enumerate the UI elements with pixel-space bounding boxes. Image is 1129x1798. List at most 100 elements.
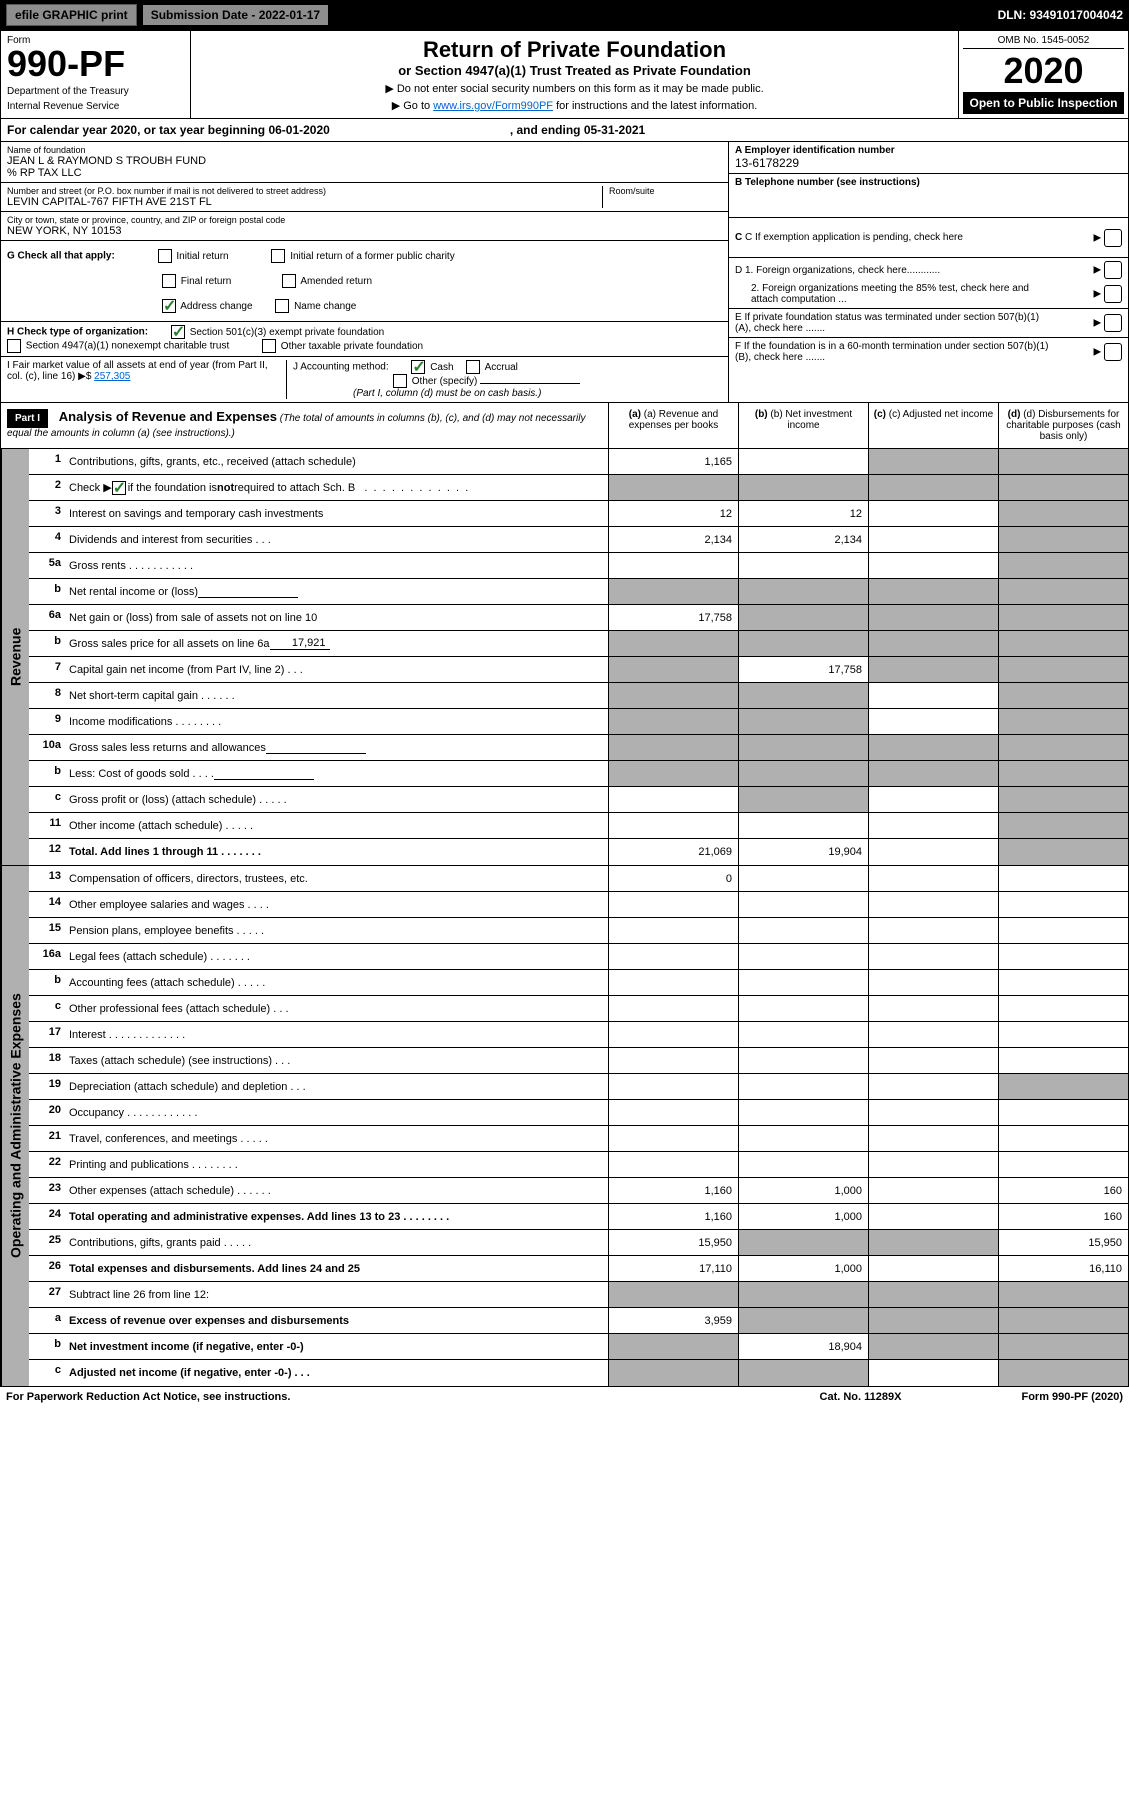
cell-d xyxy=(998,892,1128,917)
sch-b-checkbox[interactable] xyxy=(112,481,126,495)
501c3-checkbox[interactable] xyxy=(171,325,185,339)
foreign-org-checkbox[interactable] xyxy=(1104,261,1122,279)
amended-return-checkbox[interactable] xyxy=(282,274,296,288)
row-label: Income modifications . . . . . . . . xyxy=(65,709,608,734)
4947-checkbox[interactable] xyxy=(7,339,21,353)
cell-a xyxy=(608,683,738,708)
cell-a xyxy=(608,631,738,656)
other-taxable-checkbox[interactable] xyxy=(262,339,276,353)
col-a-header: (a) (a) Revenue and expenses per books xyxy=(608,403,738,448)
cell-b xyxy=(738,813,868,838)
irs-link[interactable]: www.irs.gov/Form990PF xyxy=(433,100,553,112)
cell-b xyxy=(738,1282,868,1307)
row-label: Net rental income or (loss) xyxy=(65,579,608,604)
form-ref: Form 990-PF (2020) xyxy=(1021,1391,1123,1403)
accrual-checkbox[interactable] xyxy=(466,360,480,374)
row-label: Total expenses and disbursements. Add li… xyxy=(65,1256,608,1281)
cell-a: 1,160 xyxy=(608,1178,738,1203)
row-label: Accounting fees (attach schedule) . . . … xyxy=(65,970,608,995)
cell-d: 15,950 xyxy=(998,1230,1128,1255)
cell-b: 17,758 xyxy=(738,657,868,682)
cell-d xyxy=(998,944,1128,969)
expenses-section: Operating and Administrative Expenses 13… xyxy=(0,866,1129,1387)
cash-checkbox[interactable] xyxy=(411,360,425,374)
row-label: Other income (attach schedule) . . . . . xyxy=(65,813,608,838)
cell-c xyxy=(868,1126,998,1151)
cell-b xyxy=(738,944,868,969)
address-change-checkbox[interactable] xyxy=(162,299,176,313)
row-label: Depreciation (attach schedule) and deple… xyxy=(65,1074,608,1099)
cell-a: 17,758 xyxy=(608,605,738,630)
row-label: Less: Cost of goods sold . . . . xyxy=(65,761,608,786)
status-terminated-checkbox[interactable] xyxy=(1104,314,1122,332)
name-change-checkbox[interactable] xyxy=(275,299,289,313)
h-row: H Check type of organization: Section 50… xyxy=(1,322,728,357)
cell-c xyxy=(868,1282,998,1307)
cell-b xyxy=(738,1126,868,1151)
cell-c xyxy=(868,996,998,1021)
table-row: bAccounting fees (attach schedule) . . .… xyxy=(29,970,1128,996)
row-number: c xyxy=(29,996,65,1021)
row-number: 25 xyxy=(29,1230,65,1255)
cell-c xyxy=(868,892,998,917)
cell-c xyxy=(868,631,998,656)
i-j-row: I Fair market value of all assets at end… xyxy=(1,357,728,402)
cell-c xyxy=(868,501,998,526)
row-label: Gross sales less returns and allowances xyxy=(65,735,608,760)
other-method-checkbox[interactable] xyxy=(393,374,407,388)
cell-c xyxy=(868,1204,998,1229)
cell-d xyxy=(998,1334,1128,1359)
part1-badge: Part I xyxy=(7,409,48,428)
cell-d xyxy=(998,996,1128,1021)
cell-d xyxy=(998,866,1128,891)
row-number: 12 xyxy=(29,839,65,865)
row-label: Gross sales price for all assets on line… xyxy=(65,631,608,656)
ssn-warning: ▶ Do not enter social security numbers o… xyxy=(197,82,952,95)
cell-d xyxy=(998,527,1128,552)
cell-a xyxy=(608,1100,738,1125)
exemption-pending-checkbox[interactable] xyxy=(1104,229,1122,247)
row-label: Net short-term capital gain . . . . . . xyxy=(65,683,608,708)
calendar-year-row: For calendar year 2020, or tax year begi… xyxy=(0,119,1129,142)
info-grid: Name of foundation JEAN L & RAYMOND S TR… xyxy=(0,142,1129,403)
row-label: Dividends and interest from securities .… xyxy=(65,527,608,552)
row-number: 1 xyxy=(29,449,65,474)
cell-b xyxy=(738,1230,868,1255)
initial-former-checkbox[interactable] xyxy=(271,249,285,263)
cell-c xyxy=(868,1022,998,1047)
cat-no: Cat. No. 11289X xyxy=(820,1391,902,1403)
cell-a xyxy=(608,1360,738,1386)
cell-b xyxy=(738,579,868,604)
table-row: 9Income modifications . . . . . . . . xyxy=(29,709,1128,735)
revenue-section: Revenue 1Contributions, gifts, grants, e… xyxy=(0,449,1129,866)
cell-b xyxy=(738,1152,868,1177)
60-month-checkbox[interactable] xyxy=(1104,343,1122,361)
cell-b: 18,904 xyxy=(738,1334,868,1359)
cell-b xyxy=(738,475,868,500)
row-number: c xyxy=(29,1360,65,1386)
cell-d xyxy=(998,605,1128,630)
cell-b: 19,904 xyxy=(738,839,868,865)
foreign-85-checkbox[interactable] xyxy=(1104,285,1122,303)
footer: For Paperwork Reduction Act Notice, see … xyxy=(0,1387,1129,1407)
final-return-checkbox[interactable] xyxy=(162,274,176,288)
cell-b xyxy=(738,1048,868,1073)
d-cell: D 1. Foreign organizations, check here..… xyxy=(729,258,1128,309)
cell-b xyxy=(738,918,868,943)
initial-return-checkbox[interactable] xyxy=(158,249,172,263)
open-to-public: Open to Public Inspection xyxy=(963,92,1124,114)
cell-a xyxy=(608,579,738,604)
cell-c xyxy=(868,918,998,943)
cell-b xyxy=(738,1022,868,1047)
efile-print-button[interactable]: efile GRAPHIC print xyxy=(6,4,137,26)
row-number: 13 xyxy=(29,866,65,891)
cell-d xyxy=(998,839,1128,865)
form-number: 990-PF xyxy=(7,46,184,82)
row-number: b xyxy=(29,761,65,786)
cell-c xyxy=(868,475,998,500)
row-label: Other expenses (attach schedule) . . . .… xyxy=(65,1178,608,1203)
table-row: 23Other expenses (attach schedule) . . .… xyxy=(29,1178,1128,1204)
row-number: a xyxy=(29,1308,65,1333)
cell-a xyxy=(608,996,738,1021)
fmv-value[interactable]: 257,305 xyxy=(94,371,130,382)
